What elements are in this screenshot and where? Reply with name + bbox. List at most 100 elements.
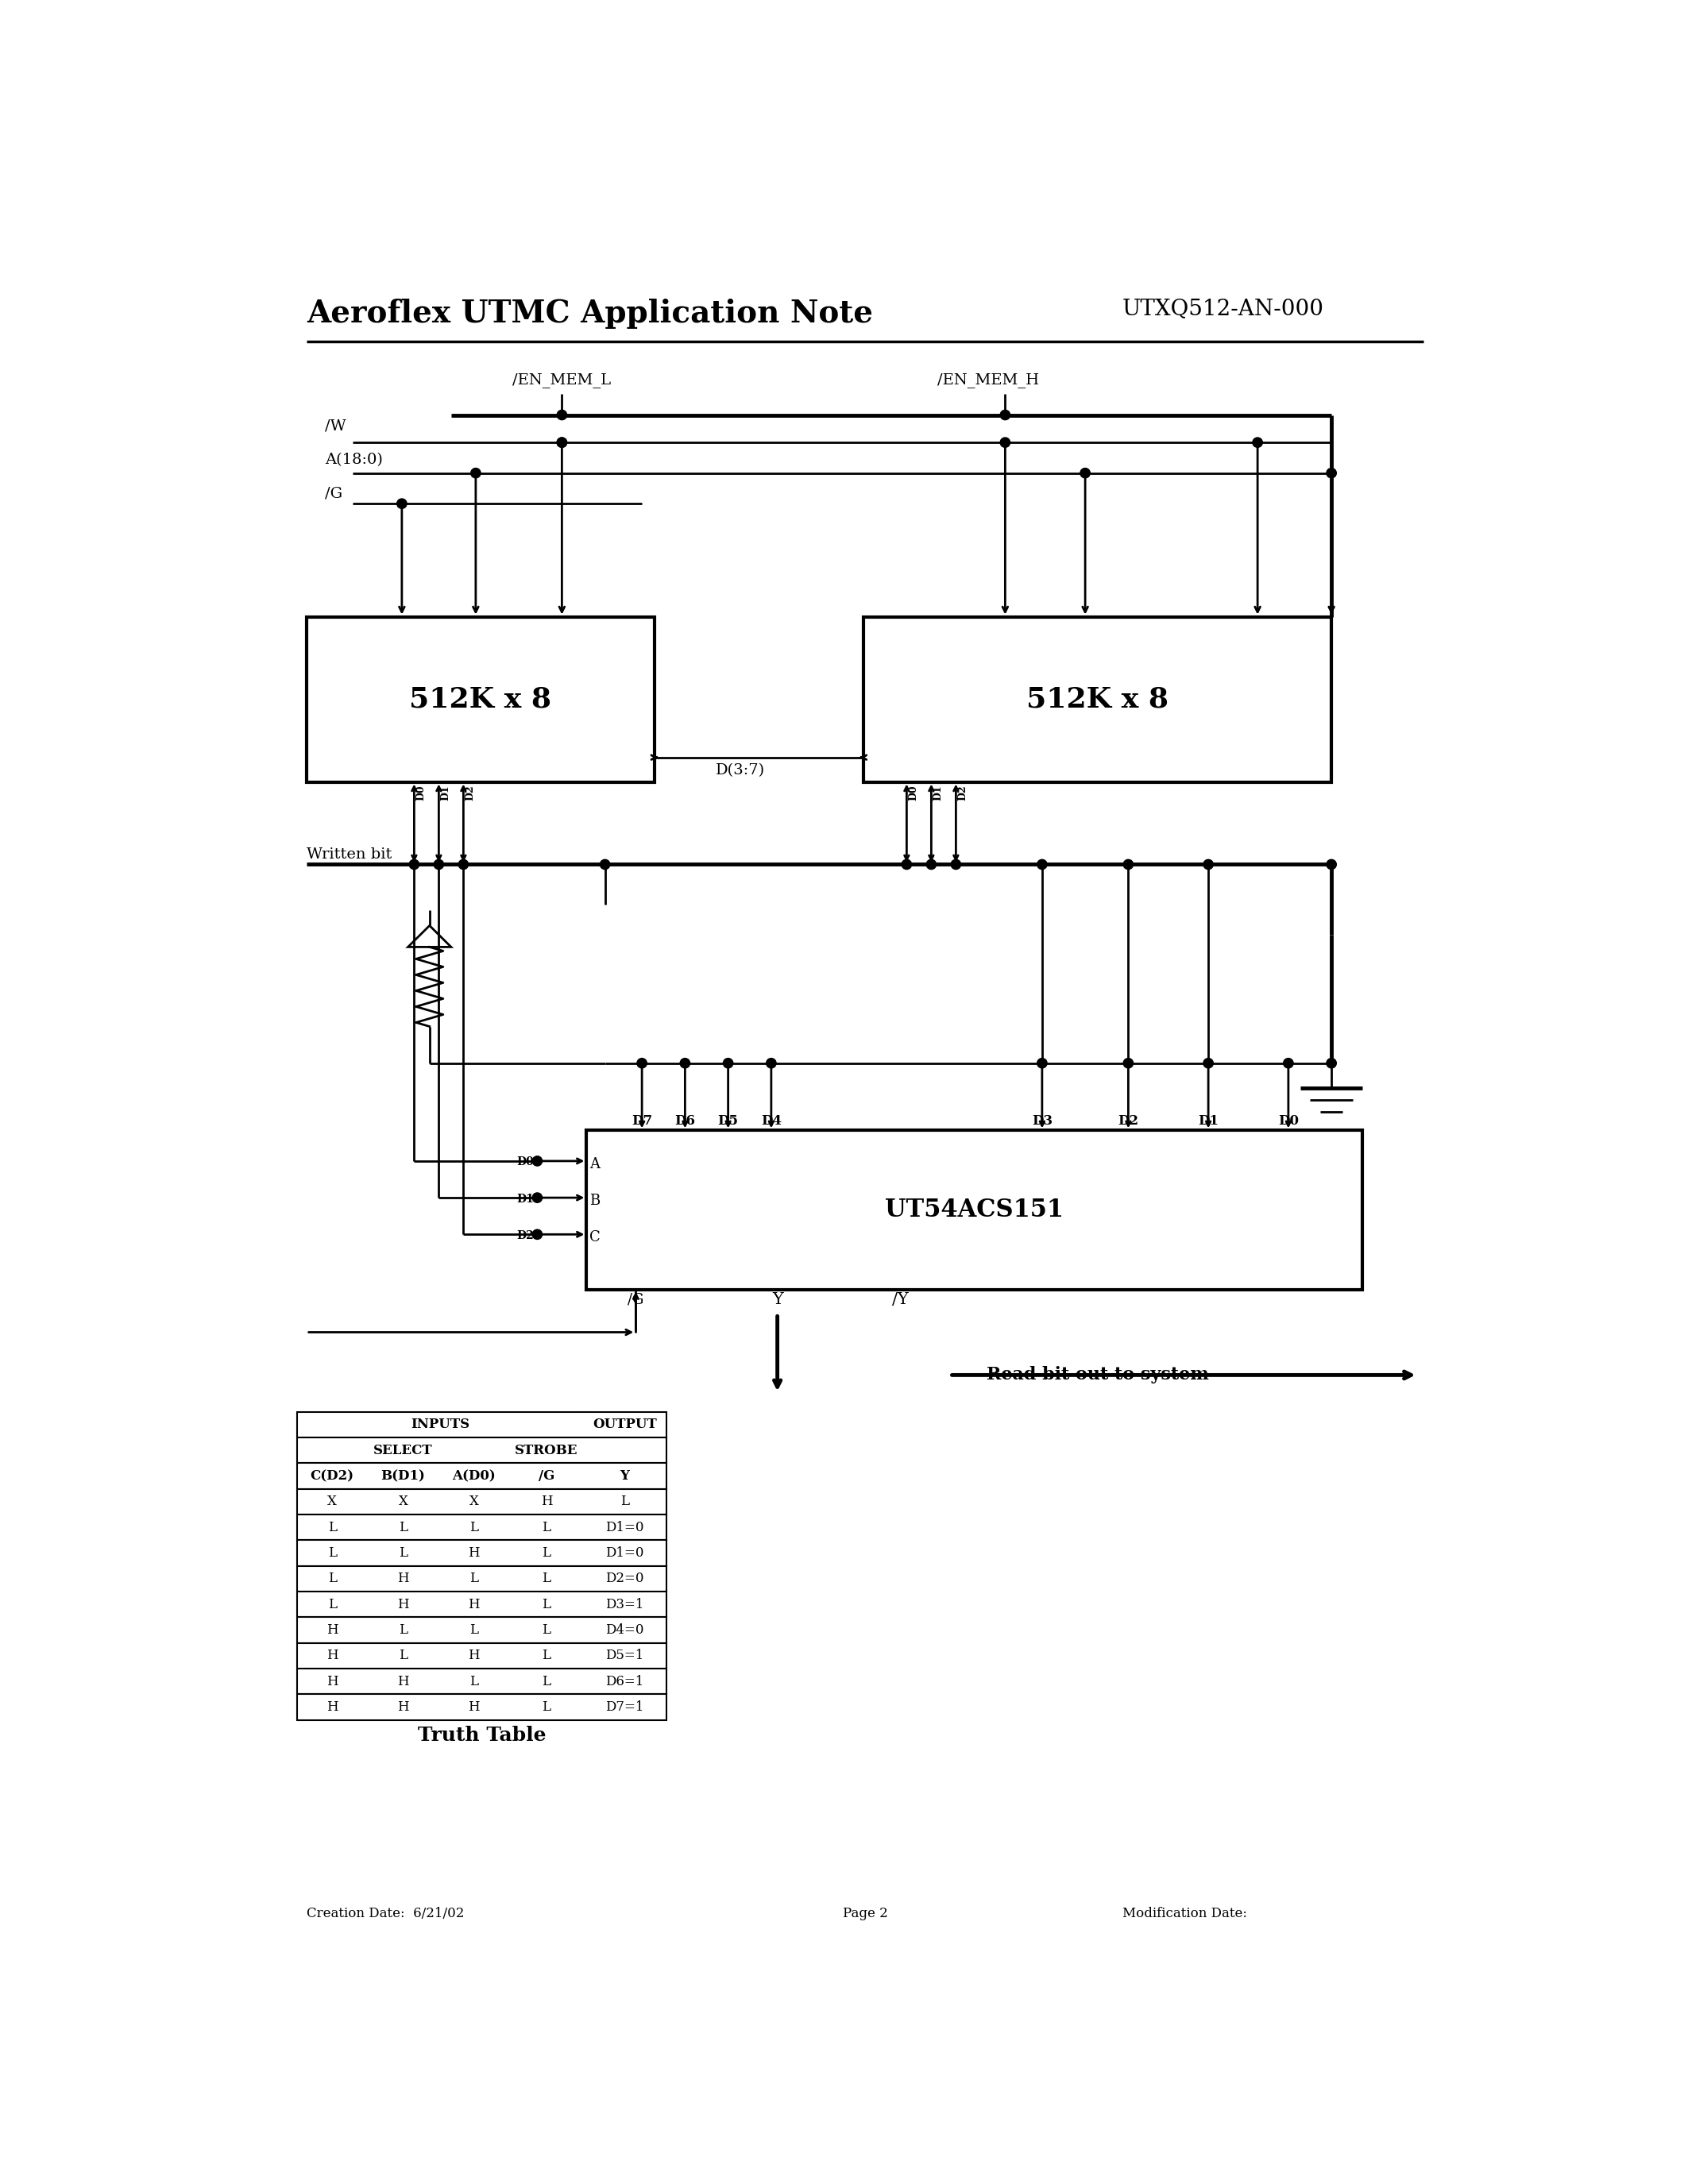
Text: L: L: [398, 1623, 407, 1636]
Text: D7=1: D7=1: [606, 1701, 643, 1714]
Text: /EN_MEM_H: /EN_MEM_H: [937, 373, 1040, 387]
Text: /G: /G: [324, 487, 343, 500]
Text: L: L: [469, 1520, 478, 1533]
Text: D1: D1: [933, 784, 944, 802]
Text: L: L: [398, 1649, 407, 1662]
Circle shape: [434, 860, 444, 869]
Text: L: L: [469, 1623, 478, 1636]
Text: Aeroflex UTMC Application Note: Aeroflex UTMC Application Note: [307, 299, 873, 330]
Circle shape: [927, 860, 937, 869]
Bar: [307, 616, 655, 782]
Text: L: L: [327, 1546, 336, 1559]
Circle shape: [471, 467, 481, 478]
Text: B: B: [589, 1195, 601, 1208]
Text: INPUTS: INPUTS: [410, 1417, 469, 1431]
Circle shape: [1080, 467, 1090, 478]
Text: D0: D0: [415, 784, 427, 802]
Circle shape: [1123, 860, 1133, 869]
Circle shape: [599, 860, 609, 869]
Bar: [586, 1131, 1362, 1289]
Circle shape: [1327, 467, 1337, 478]
Bar: [297, 1695, 667, 1721]
Text: A(D0): A(D0): [452, 1470, 496, 1483]
Text: D2=0: D2=0: [606, 1572, 643, 1586]
Text: L: L: [619, 1494, 630, 1509]
Text: D5: D5: [717, 1114, 738, 1127]
Text: Creation Date:  6/21/02: Creation Date: 6/21/02: [307, 1907, 464, 1920]
Circle shape: [1204, 860, 1214, 869]
Text: H: H: [397, 1599, 408, 1612]
Text: L: L: [542, 1701, 550, 1714]
Circle shape: [722, 1059, 733, 1068]
Text: X: X: [469, 1494, 479, 1509]
Text: D2: D2: [957, 784, 969, 802]
Bar: [297, 1616, 667, 1642]
Text: OUTPUT: OUTPUT: [592, 1417, 657, 1431]
Text: L: L: [469, 1572, 478, 1586]
Text: L: L: [542, 1675, 550, 1688]
Text: D6: D6: [675, 1114, 695, 1127]
Circle shape: [459, 860, 468, 869]
Circle shape: [408, 860, 419, 869]
Text: L: L: [398, 1520, 407, 1533]
Bar: [864, 616, 1332, 782]
Text: /EN_MEM_L: /EN_MEM_L: [513, 373, 611, 387]
Text: D3: D3: [1031, 1114, 1053, 1127]
Text: D2: D2: [466, 784, 476, 802]
Text: A: A: [589, 1158, 599, 1171]
Bar: [297, 1540, 667, 1566]
Text: D5=1: D5=1: [606, 1649, 643, 1662]
Text: H: H: [468, 1649, 479, 1662]
Text: D4: D4: [761, 1114, 782, 1127]
Circle shape: [1123, 1059, 1133, 1068]
Circle shape: [1283, 1059, 1293, 1068]
Bar: [297, 1489, 667, 1514]
Text: L: L: [542, 1623, 550, 1636]
Circle shape: [680, 1059, 690, 1068]
Circle shape: [766, 1059, 776, 1068]
Text: /G: /G: [628, 1293, 643, 1306]
Text: H: H: [397, 1572, 408, 1586]
Text: 512K x 8: 512K x 8: [408, 686, 550, 712]
Text: A(18:0): A(18:0): [324, 452, 383, 467]
Circle shape: [557, 437, 567, 448]
Bar: [297, 1566, 667, 1592]
Text: Y: Y: [771, 1293, 783, 1308]
Text: C(D2): C(D2): [311, 1470, 354, 1483]
Bar: [297, 1437, 667, 1463]
Bar: [297, 1463, 667, 1489]
Text: L: L: [542, 1572, 550, 1586]
Text: H: H: [468, 1599, 479, 1612]
Text: L: L: [327, 1572, 336, 1586]
Text: Written bit: Written bit: [307, 847, 392, 860]
Bar: [297, 1642, 667, 1669]
Text: D2: D2: [517, 1230, 533, 1241]
Text: 512K x 8: 512K x 8: [1026, 686, 1168, 712]
Text: Modification Date:: Modification Date:: [1123, 1907, 1247, 1920]
Text: D(3:7): D(3:7): [716, 764, 765, 778]
Circle shape: [557, 437, 567, 448]
Text: D1: D1: [441, 784, 451, 802]
Text: D1=0: D1=0: [606, 1520, 643, 1533]
Text: L: L: [327, 1520, 336, 1533]
Text: D6=1: D6=1: [606, 1675, 643, 1688]
Text: /G: /G: [538, 1470, 555, 1483]
Circle shape: [1327, 1059, 1337, 1068]
Text: L: L: [542, 1546, 550, 1559]
Text: D1=0: D1=0: [606, 1546, 643, 1559]
Text: SELECT: SELECT: [373, 1444, 432, 1457]
Text: D3=1: D3=1: [606, 1599, 643, 1612]
Text: /Y: /Y: [893, 1293, 908, 1308]
Circle shape: [1001, 437, 1009, 448]
Text: H: H: [397, 1701, 408, 1714]
Text: H: H: [326, 1623, 338, 1636]
Text: H: H: [468, 1701, 479, 1714]
Text: D0: D0: [908, 784, 918, 802]
Text: L: L: [327, 1599, 336, 1612]
Text: D1: D1: [1198, 1114, 1219, 1127]
Text: Page 2: Page 2: [842, 1907, 888, 1920]
Text: X: X: [327, 1494, 338, 1509]
Text: UTXQ512-AN-000: UTXQ512-AN-000: [1123, 299, 1323, 321]
Bar: [297, 1411, 667, 1437]
Polygon shape: [408, 926, 451, 948]
